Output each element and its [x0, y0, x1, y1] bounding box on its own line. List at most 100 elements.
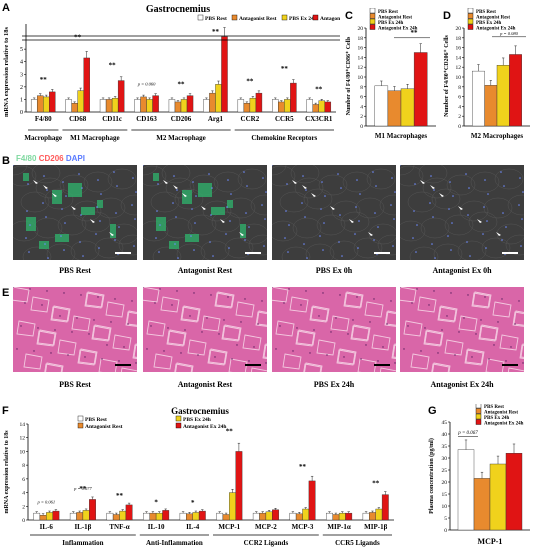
- legend-swatch: [467, 13, 474, 19]
- p-value: p = 0.060: [137, 82, 156, 87]
- bar: [39, 514, 47, 521]
- bar: [496, 65, 510, 127]
- bar: [76, 512, 84, 521]
- category-label: MIP-1β: [364, 523, 387, 531]
- stain-dapi: DAPI: [65, 154, 85, 163]
- legend-label: PBS Ex 24h: [289, 16, 317, 22]
- panel-letter-d: D: [443, 10, 451, 22]
- panel-letter-b: B: [2, 155, 10, 167]
- category-label: CD206: [171, 115, 192, 123]
- legend-label: Antagonist Rest: [239, 16, 277, 22]
- bar: [324, 101, 332, 113]
- significance-mark: **: [116, 492, 124, 500]
- bar: [82, 510, 90, 521]
- y-tick-label: 2: [20, 85, 23, 91]
- bar: [229, 492, 236, 521]
- bar: [472, 70, 485, 127]
- micrograph-caption: Antagonist Rest: [177, 266, 233, 275]
- bar: [235, 451, 243, 521]
- panel-f-title: Gastrocnemius: [171, 406, 229, 416]
- bar: [215, 84, 222, 113]
- bar: [152, 95, 159, 113]
- y-tick-label: 8: [360, 85, 363, 91]
- y-tick-label: 15: [442, 492, 448, 498]
- bar: [387, 90, 402, 127]
- bar: [149, 512, 157, 521]
- scale-bar: [245, 364, 261, 366]
- p-value: p = 0.080: [499, 31, 518, 36]
- category-label: CCR5: [275, 115, 294, 123]
- group-label: Chemokine Receptors: [251, 134, 317, 142]
- y-tick-label: 25: [442, 468, 448, 474]
- bar: [252, 512, 260, 521]
- bar: [362, 512, 370, 521]
- y-axis-label: Plasma concentration (pg/ml): [428, 438, 435, 514]
- p-value: p = 0.061: [36, 500, 55, 505]
- bar: [505, 453, 523, 531]
- category-label: CX3CR1: [305, 115, 333, 123]
- y-tick-label: 20: [456, 26, 462, 32]
- legend-label: Antagonist Ex 24h: [378, 27, 418, 32]
- bar: [484, 85, 498, 127]
- group-label: CCR2 Ligands: [244, 539, 289, 547]
- y-tick-label: 30: [442, 456, 448, 462]
- panel-letter-g: G: [428, 405, 437, 417]
- bar: [46, 512, 53, 521]
- legend-label: PBS Rest: [484, 405, 504, 410]
- y-tick-label: 10: [442, 504, 448, 510]
- bar: [180, 99, 188, 113]
- y-tick-label: 14: [456, 55, 462, 61]
- legend-label: Antagonist Ex 24h: [484, 422, 524, 427]
- micrograph-caption: Antagonist Ex 0h: [432, 266, 492, 275]
- bar: [99, 99, 107, 113]
- y-tick-label: 4: [20, 60, 23, 66]
- micrograph-he: [13, 287, 137, 372]
- bar: [162, 510, 170, 521]
- y-axis-label: Number of F4/80⁺CD86⁺ Cells: [345, 36, 352, 115]
- bar: [306, 99, 313, 113]
- panel-letter-c: C: [345, 10, 353, 22]
- category-label: CD163: [136, 115, 157, 123]
- significance-mark: *: [154, 498, 158, 506]
- p-value: p = 0.077: [73, 486, 92, 491]
- bar: [179, 512, 187, 521]
- bar: [272, 509, 279, 521]
- bar: [111, 97, 119, 113]
- y-tick-label: 16: [456, 46, 462, 52]
- bar: [155, 512, 163, 521]
- legend-label: PBS Rest: [205, 16, 227, 22]
- y-tick-label: 2: [458, 114, 461, 120]
- bar: [374, 85, 389, 127]
- panel-c-chart: Number of F4/80⁺CD86⁺ Cells 0 2 4 6 8 10 12 14 16…: [345, 8, 436, 140]
- bar: [112, 514, 120, 521]
- legend-label: PBS Rest: [85, 417, 107, 423]
- group-label: Inflammation: [62, 539, 103, 547]
- panel-g-chart: Plasma concentration (pg/ml) 0 5 10 15 20 25 30…: [428, 404, 530, 546]
- y-tick-label: 4: [458, 104, 461, 110]
- significance-mark: **: [315, 85, 323, 93]
- x-axis-label: MCP-1: [478, 537, 503, 546]
- bar: [381, 494, 389, 521]
- significance-mark: **: [109, 62, 117, 70]
- y-tick-label: 5: [444, 516, 447, 522]
- legend-label: PBS Ex 24h: [183, 417, 211, 423]
- bar: [69, 512, 77, 521]
- bar: [345, 512, 353, 521]
- y-tick-label: 0: [444, 528, 447, 534]
- bar: [146, 99, 153, 113]
- significance-mark: **: [299, 463, 307, 471]
- legend-swatch: [475, 404, 482, 409]
- panel-d-chart: Number of F4/80⁺CD206⁺ Cells 0 2 4 6 8 10 12 14 1…: [443, 8, 530, 140]
- significance-mark: **: [226, 428, 234, 436]
- bar: [209, 92, 216, 113]
- micrograph-if: [272, 165, 396, 260]
- bar: [326, 512, 333, 521]
- bar: [83, 57, 90, 113]
- category-label: CD11c: [102, 115, 122, 123]
- y-tick-label: 4: [360, 104, 363, 110]
- bar: [243, 102, 251, 113]
- y-tick-label: 14: [358, 55, 364, 61]
- legend-swatch: [369, 13, 376, 19]
- bar: [192, 512, 200, 521]
- bar: [143, 512, 150, 521]
